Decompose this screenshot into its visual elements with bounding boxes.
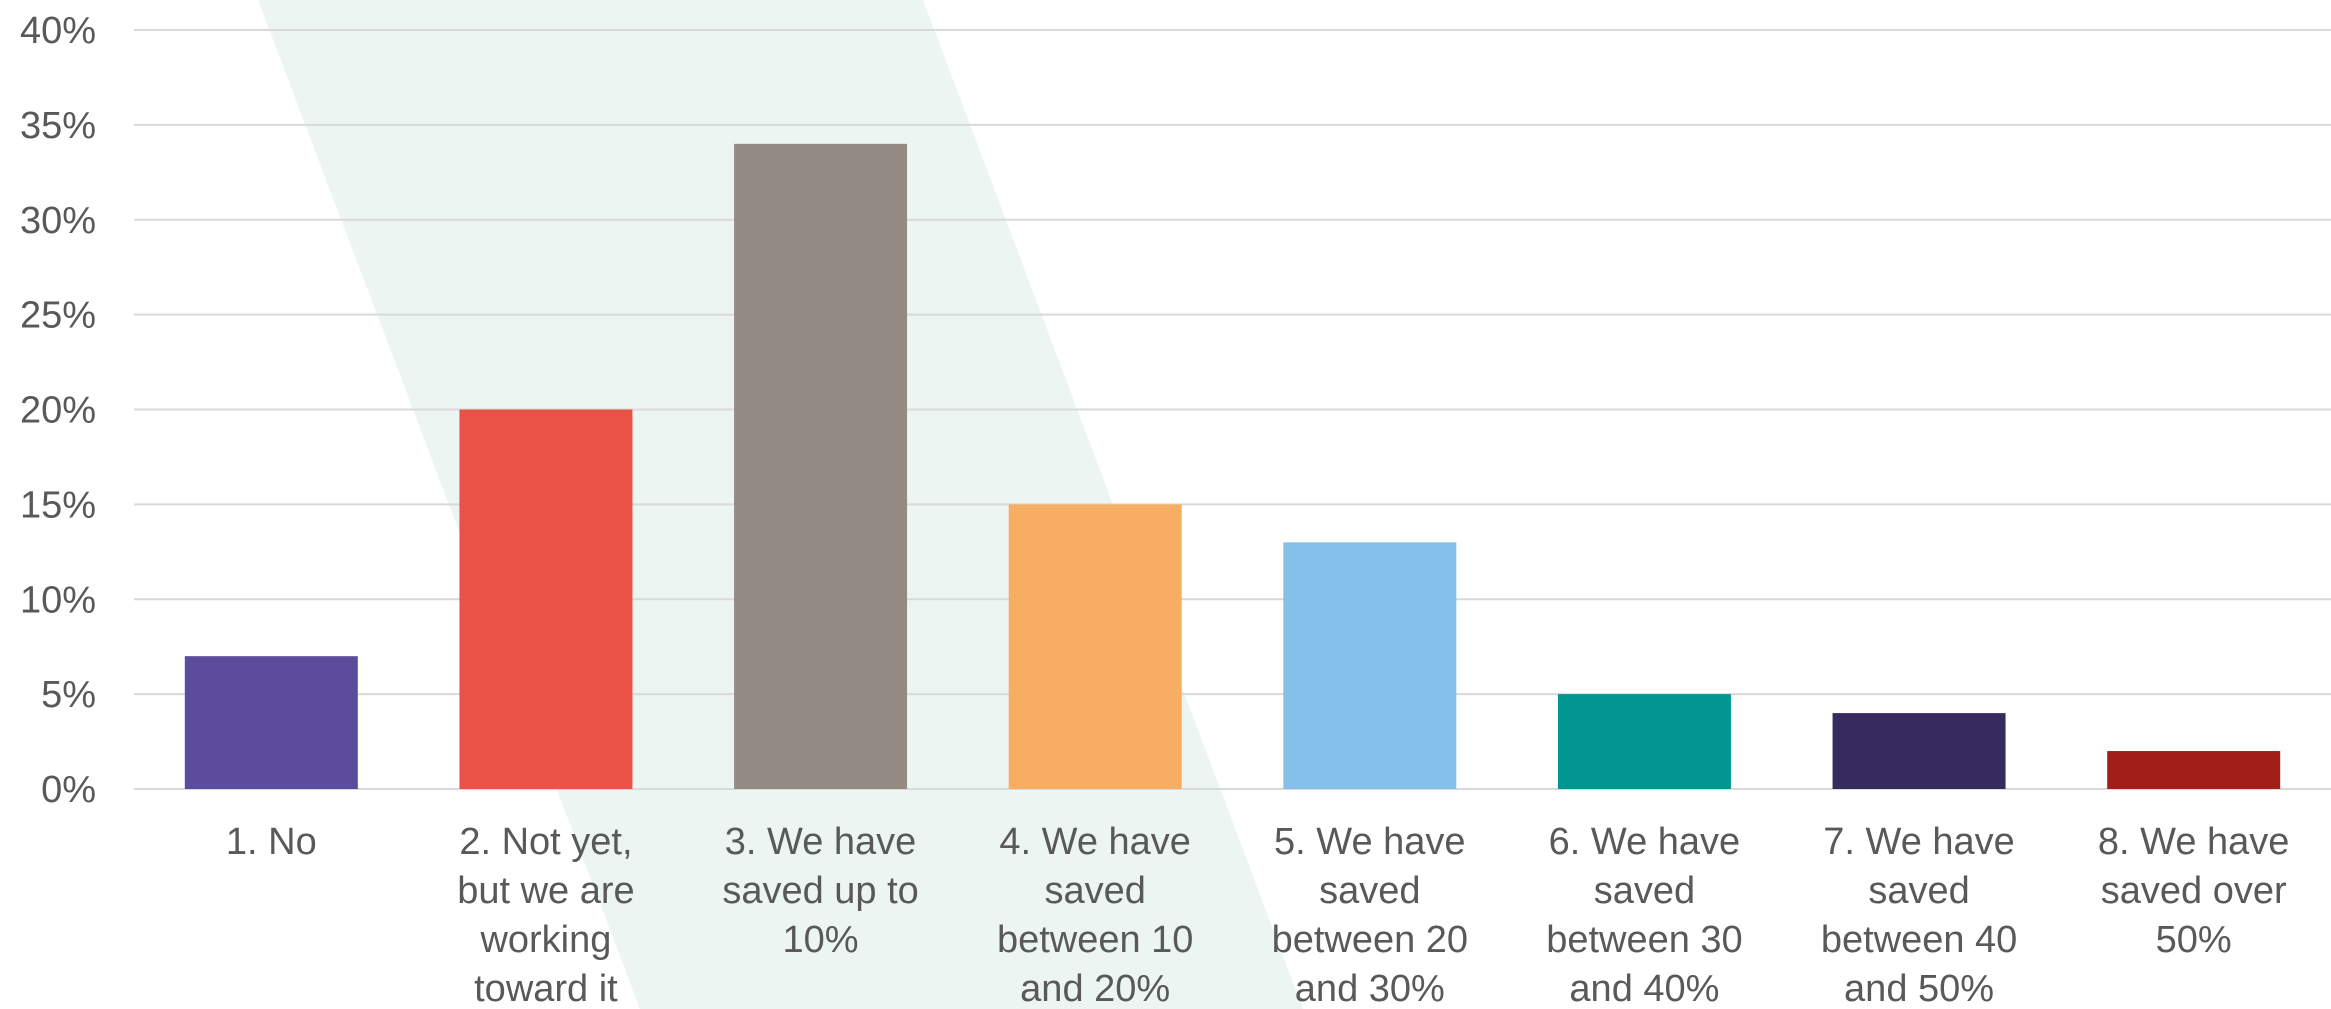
y-tick-label: 35% [20,105,96,147]
bar [184,656,358,789]
bar [734,143,908,790]
y-axis-tick-labels: 0% 5% 10% 15% 20% 25% 30% 35% 40% [20,10,96,811]
bar [1283,542,1457,789]
y-tick-label: 20% [20,390,96,432]
y-tick-label: 40% [20,10,96,52]
x-category-label: 7. We have saved between 40 and 50% [1821,821,2018,1009]
x-category-label: 8. We have saved over 50% [2098,821,2290,961]
y-tick-label: 25% [20,295,96,337]
x-category-label: 3. We have saved up to 10% [722,821,918,961]
y-tick-label: 0% [41,769,96,811]
bar [1832,713,2006,789]
y-tick-label: 10% [20,579,96,621]
x-axis-category-labels: 1. No 2. Not yet, but we are working toward … [226,821,2290,1009]
bar [1008,504,1182,789]
bar [2107,751,2281,789]
y-tick-label: 5% [41,674,96,716]
y-tick-label: 30% [20,200,96,242]
x-category-label: 1. No [226,821,317,863]
x-category-label: 5. We have saved between 20 and 30% [1272,821,1469,1009]
bars [184,143,2281,790]
bar [459,409,633,789]
x-category-label: 2. Not yet, but we are working toward it [457,821,634,1009]
x-category-label: 4. We have saved between 10 and 20% [997,821,1194,1009]
y-tick-label: 15% [20,484,96,526]
bar [1557,694,1731,789]
x-category-label: 6. We have saved between 30 and 40% [1546,821,1743,1009]
